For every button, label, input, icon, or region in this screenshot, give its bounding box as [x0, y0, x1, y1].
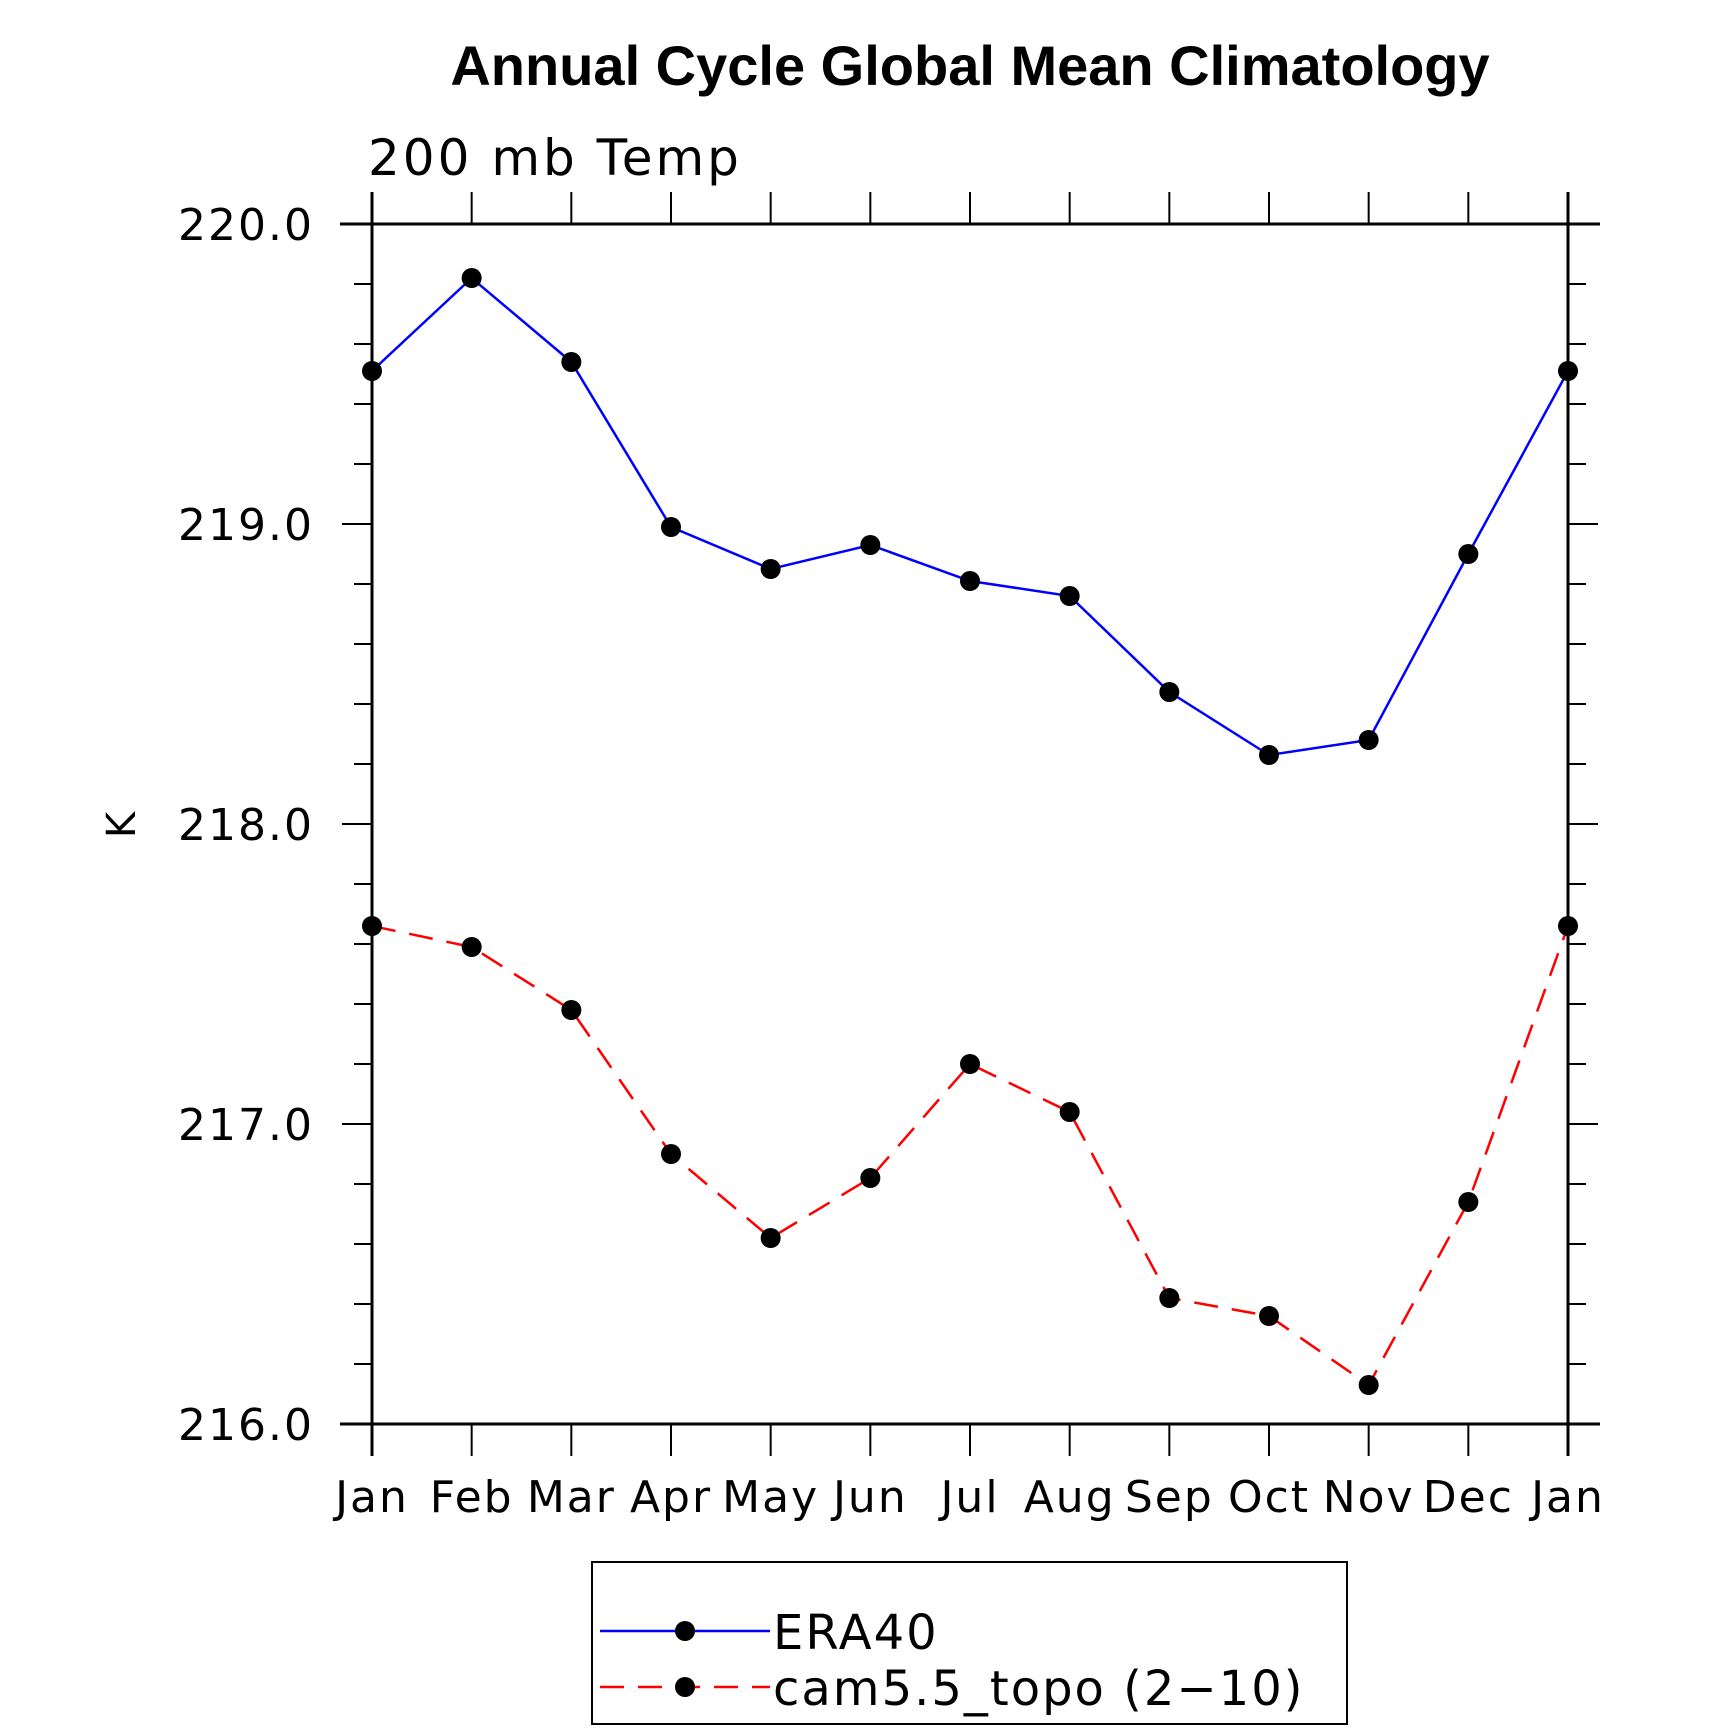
series-2-point — [1059, 1102, 1080, 1122]
y-axis-label: K — [99, 810, 145, 838]
series-2-point — [1458, 1192, 1479, 1212]
series-layer — [362, 268, 1578, 1395]
series-1-point — [1059, 586, 1080, 606]
series-2-point — [561, 1000, 582, 1020]
y-tick-label: 218.0 — [178, 800, 314, 851]
series-1-point — [1159, 682, 1180, 702]
series-1-point — [1358, 730, 1379, 750]
series-line-2 — [371, 924, 1570, 1387]
legend-marker-1 — [675, 1621, 695, 1641]
series-2-point — [1259, 1306, 1279, 1326]
series-2-point — [1159, 1288, 1180, 1308]
x-tick-label: Feb — [430, 1472, 514, 1523]
series-2-point — [860, 1168, 881, 1188]
series-1-point — [1458, 544, 1479, 564]
x-tick-label: Oct — [1228, 1472, 1310, 1523]
series-2-point — [760, 1228, 781, 1248]
chart-subtitle: 200 mb Temp — [368, 129, 742, 187]
series-1-point — [1259, 745, 1279, 765]
axes: 216.0 217.0 218.0 219.0 220.0 Jan Feb Mar Apr May… — [178, 192, 1605, 1523]
x-tick-label: Apr — [630, 1472, 712, 1523]
legend-box — [591, 1561, 1348, 1725]
x-tick-label: Mar — [527, 1472, 616, 1523]
chart-title: Annual Cycle Global Mean Climatology — [450, 34, 1489, 97]
series-1-point — [362, 361, 382, 381]
x-tick-label: Nov — [1323, 1472, 1415, 1523]
x-tick-label: Sep — [1125, 1472, 1214, 1523]
y-tick-label: 217.0 — [178, 1100, 314, 1151]
series-1-point — [760, 559, 781, 579]
series-2-point — [362, 916, 382, 936]
x-tick-label: Aug — [1024, 1472, 1116, 1523]
x-tick-label: May — [722, 1472, 819, 1523]
series-2-point — [960, 1054, 980, 1074]
legend-label-2: cam5.5_topo (2−10) — [773, 1661, 1304, 1717]
legend-label-1: ERA40 — [773, 1605, 939, 1661]
series-2-point — [1558, 916, 1578, 936]
series-1-point — [661, 517, 681, 537]
y-tick-label: 216.0 — [178, 1400, 314, 1451]
series-1-point — [1558, 361, 1578, 381]
x-tick-label: Jan — [1528, 1472, 1605, 1523]
series-line-1 — [371, 276, 1570, 757]
x-tick-label: Jul — [937, 1472, 999, 1523]
series-1-point — [960, 571, 980, 591]
series-2-point — [661, 1144, 681, 1164]
x-tick-label: Jun — [830, 1472, 908, 1523]
series-2-point — [1358, 1375, 1379, 1395]
series-1-point — [860, 535, 881, 555]
y-tick-label: 220.0 — [178, 200, 314, 251]
series-1-point — [561, 352, 582, 372]
x-tick-label: Dec — [1423, 1472, 1514, 1523]
series-1-point — [461, 268, 482, 288]
legend-marker-2 — [675, 1677, 695, 1697]
y-tick-label: 219.0 — [178, 500, 314, 551]
series-2-point — [461, 937, 482, 957]
x-tick-label: Jan — [332, 1472, 409, 1523]
